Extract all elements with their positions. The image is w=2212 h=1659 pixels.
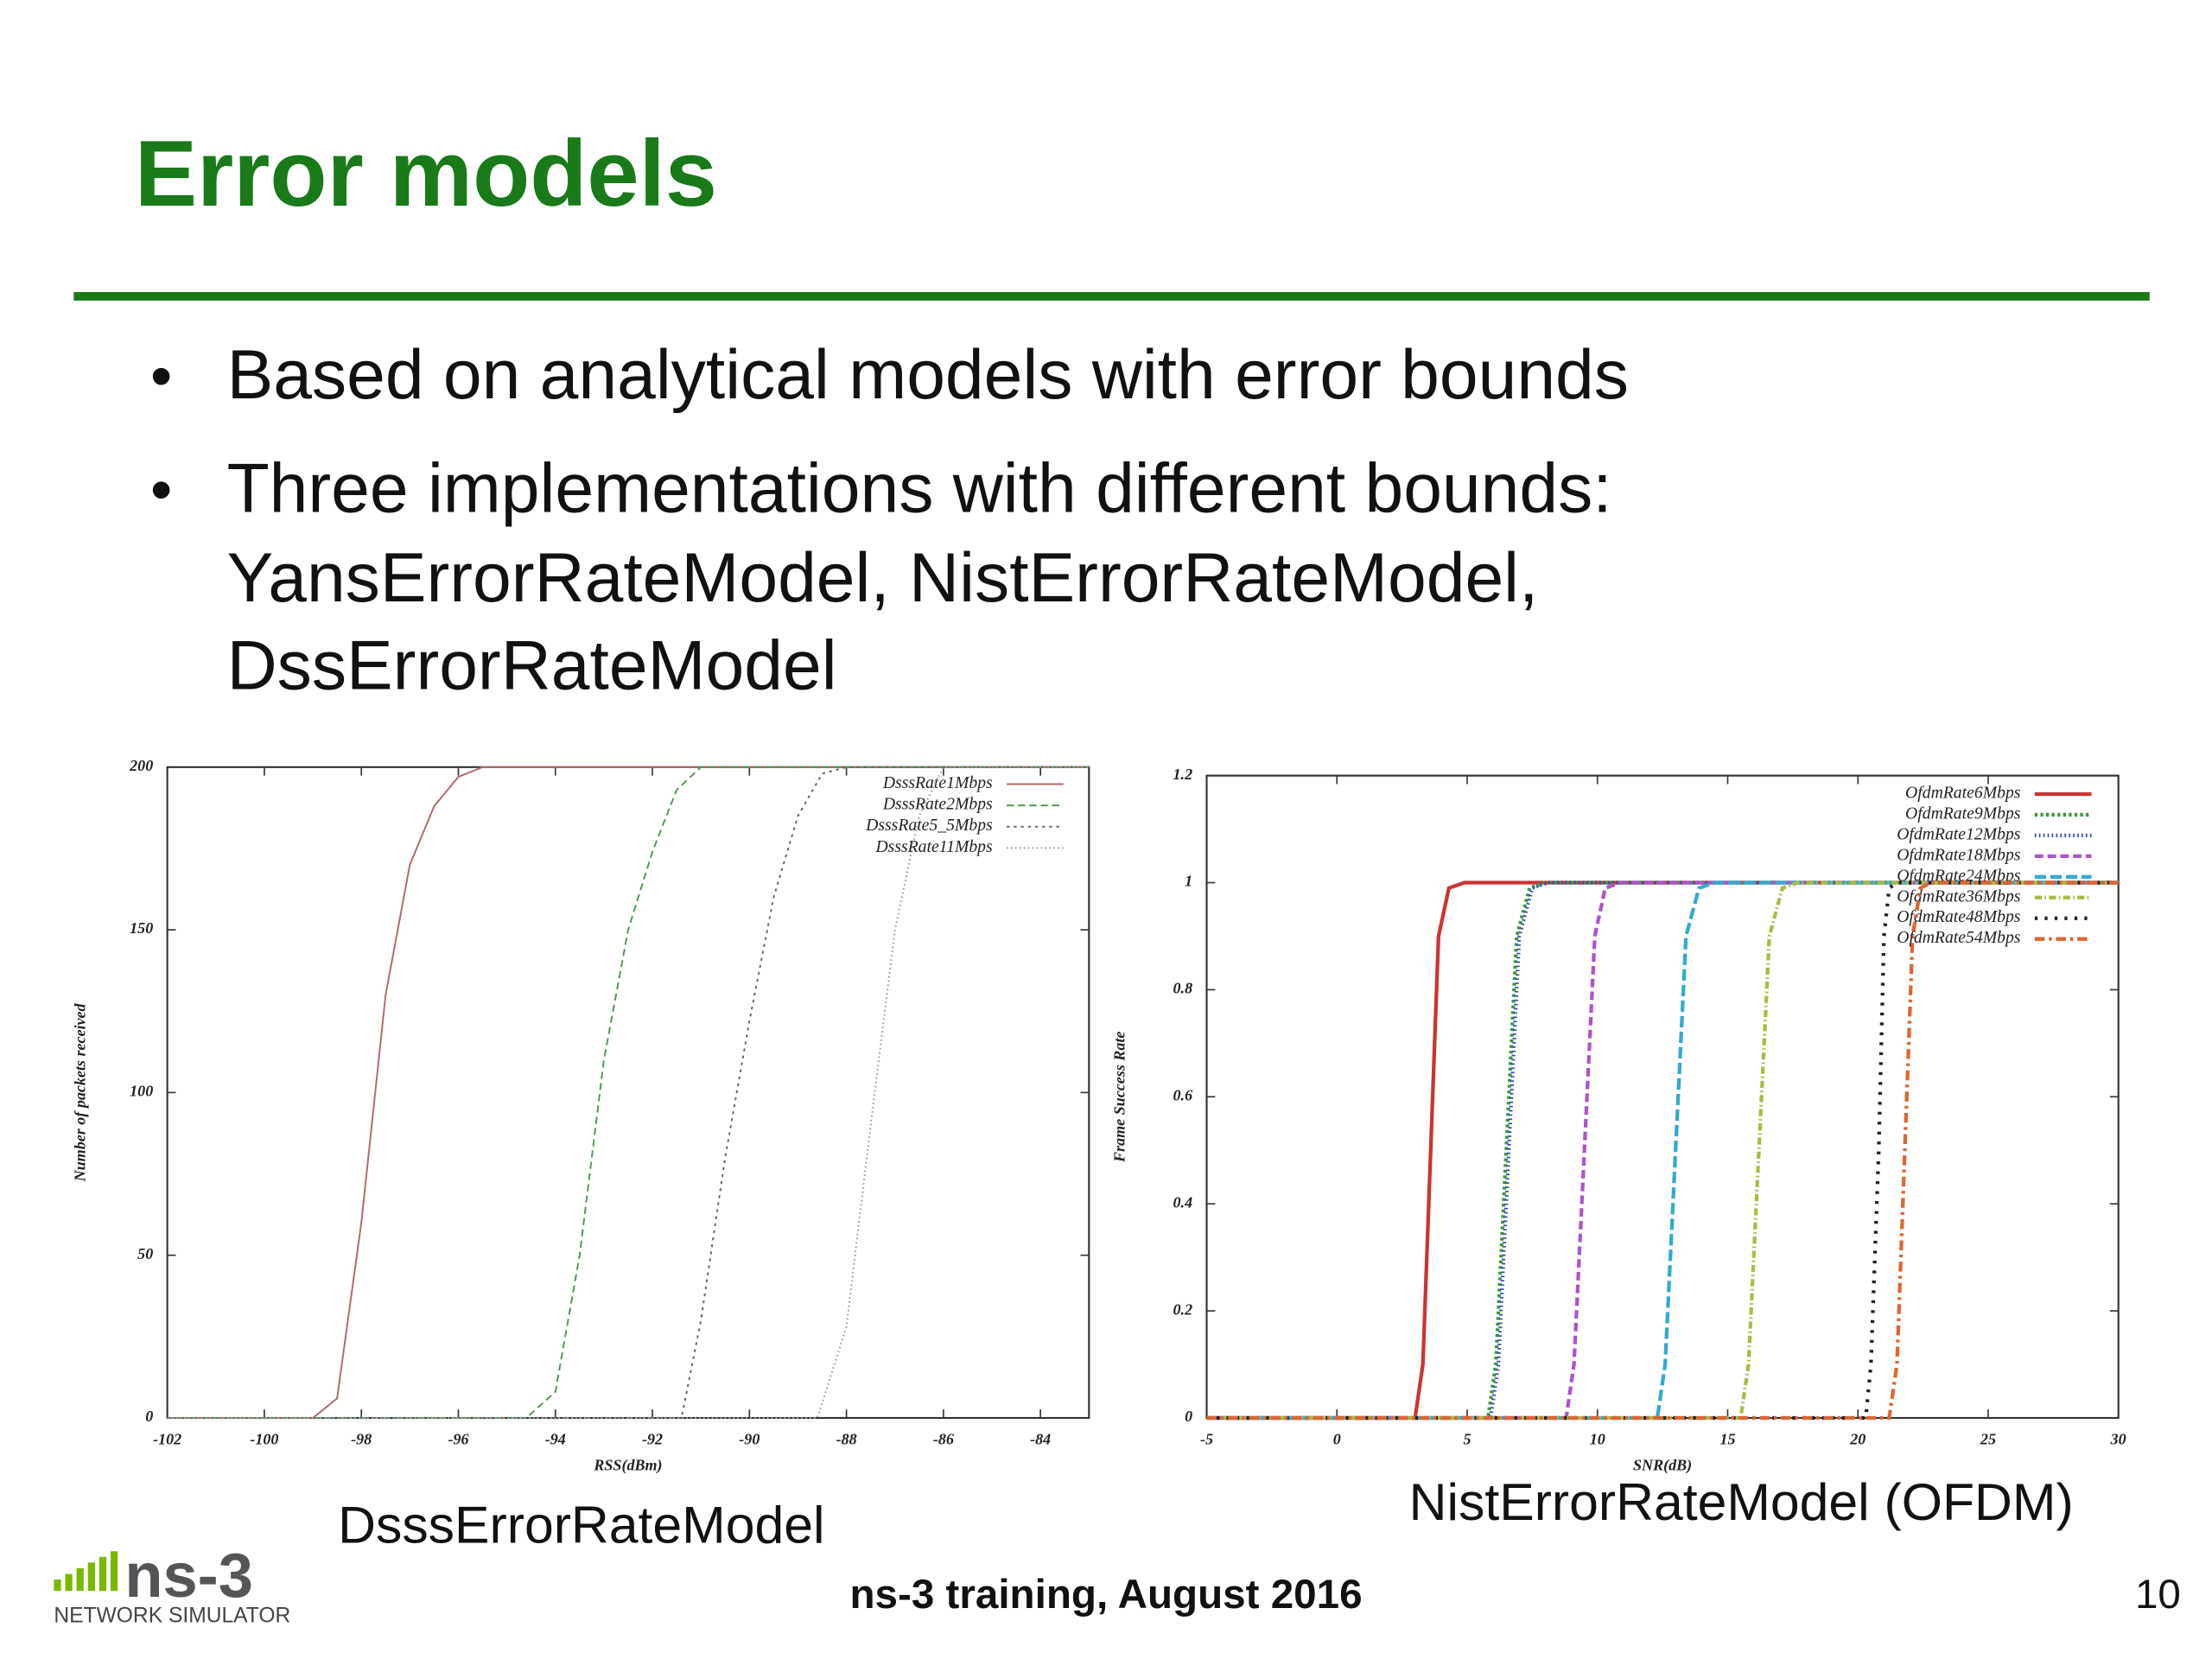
logo-bar xyxy=(76,1567,84,1592)
y-tick-label: 0.4 xyxy=(1173,1193,1193,1211)
bullet-text: Based on analytical models with error bo… xyxy=(227,336,1629,414)
logo-subtitle: NETWORK SIMULATOR xyxy=(54,1604,290,1627)
series-line xyxy=(1206,880,2119,1421)
bullet-text: Three implementations with different bou… xyxy=(227,449,1612,527)
x-tick-label: 30 xyxy=(2110,1430,2126,1447)
logo-name: ns-3 xyxy=(124,1541,252,1611)
x-tick-label: 10 xyxy=(1590,1430,1605,1447)
y-tick-label: 1 xyxy=(1185,873,1192,890)
y-tick-label: 0.8 xyxy=(1173,980,1193,997)
series-line xyxy=(167,766,1090,1420)
x-tick-label: -98 xyxy=(351,1430,372,1447)
page-number: 10 xyxy=(2135,1572,2181,1618)
logo-bar xyxy=(65,1573,73,1592)
series-line xyxy=(1206,880,2119,1421)
y-tick-label: 0.2 xyxy=(1173,1300,1193,1318)
x-tick-label: -86 xyxy=(933,1430,955,1447)
y-axis-label: Number of packets received xyxy=(71,1002,88,1182)
y-tick-label: 50 xyxy=(137,1245,153,1262)
series-line xyxy=(1206,880,2119,1421)
x-tick-label: -5 xyxy=(1200,1430,1213,1447)
y-axis-label: Frame Success Rate xyxy=(1110,1032,1128,1163)
logo: ns-3 NETWORK SIMULATOR xyxy=(54,1541,290,1627)
x-tick-label: 25 xyxy=(1980,1430,1996,1447)
x-tick-label: -92 xyxy=(642,1430,663,1447)
legend-label: DsssRate11Mbps xyxy=(874,837,993,856)
y-tick-label: 200 xyxy=(129,757,153,774)
series-line xyxy=(1206,880,2119,1421)
series-line xyxy=(167,766,1090,1420)
x-axis-label: SNR(dB) xyxy=(1633,1457,1692,1475)
legend-label: DsssRate2Mbps xyxy=(882,795,993,814)
y-tick-label: 0 xyxy=(1185,1408,1192,1425)
y-tick-label: 100 xyxy=(130,1083,153,1100)
series-line xyxy=(1206,880,2119,1421)
footer: ns-3 training, August 2016 xyxy=(849,1572,1362,1618)
legend-label: OfdmRate24Mbps xyxy=(1897,866,2021,885)
x-tick-label: 0 xyxy=(1333,1430,1341,1447)
x-tick-label: -90 xyxy=(739,1430,760,1447)
x-tick-label: 5 xyxy=(1463,1430,1471,1447)
series-line xyxy=(1206,880,2119,1421)
x-tick-label: 15 xyxy=(1719,1430,1735,1447)
legend-label: OfdmRate12Mbps xyxy=(1897,824,2021,843)
x-tick-label: -102 xyxy=(153,1430,181,1447)
legend-label: DsssRate5_5Mbps xyxy=(865,816,993,835)
y-tick-label: 1.2 xyxy=(1173,766,1193,783)
legend-label: OfdmRate18Mbps xyxy=(1897,845,2021,864)
x-tick-label: -94 xyxy=(545,1430,566,1447)
y-tick-label: 150 xyxy=(130,919,153,937)
chart-caption: NistErrorRateModel (OFDM) xyxy=(1409,1472,2074,1531)
bullet-dot: • xyxy=(150,341,172,410)
legend-label: OfdmRate36Mbps xyxy=(1897,887,2021,906)
chart-caption: DsssErrorRateModel xyxy=(338,1495,824,1554)
series-line xyxy=(1206,880,2119,1421)
y-tick-label: 0 xyxy=(145,1408,153,1425)
slide-title: Error models xyxy=(135,121,717,226)
series-line xyxy=(167,766,1090,1420)
logo-bar xyxy=(99,1556,107,1592)
chart: -102 -100 -98 -96 -94 -92 -90 -88 -86 -84 0 50 100 15… xyxy=(71,757,1090,1554)
legend-label: DsssRate1Mbps xyxy=(882,773,993,792)
legend-label: OfdmRate9Mbps xyxy=(1905,804,2021,823)
chart: -5 0 5 10 15 20 25 30 0 0.2 0.4 0.6 0.8 1 1.2 SNR(dB) Fr… xyxy=(1110,766,2126,1531)
legend-label: OfdmRate54Mbps xyxy=(1897,928,2021,947)
x-tick-label: -96 xyxy=(448,1430,469,1447)
x-axis-label: RSS(dBm) xyxy=(593,1457,662,1475)
series-line xyxy=(1206,880,2119,1421)
x-tick-label: -88 xyxy=(836,1430,857,1447)
x-tick-label: -100 xyxy=(250,1430,278,1447)
x-tick-label: 20 xyxy=(1849,1430,1866,1447)
legend-label: OfdmRate48Mbps xyxy=(1897,907,2021,926)
logo-bar xyxy=(54,1580,61,1592)
legend-label: OfdmRate6Mbps xyxy=(1905,783,2021,802)
logo-bar xyxy=(87,1562,95,1592)
x-tick-label: -84 xyxy=(1030,1430,1051,1447)
logo-bar xyxy=(111,1551,118,1592)
series-line xyxy=(167,766,1090,1420)
bullet-text: YansErrorRateModel, NistErrorRateModel, xyxy=(227,539,1539,617)
bullet-text: DssErrorRateModel xyxy=(227,627,837,705)
bullet-dot: • xyxy=(150,455,172,524)
y-tick-label: 0.6 xyxy=(1173,1086,1194,1103)
